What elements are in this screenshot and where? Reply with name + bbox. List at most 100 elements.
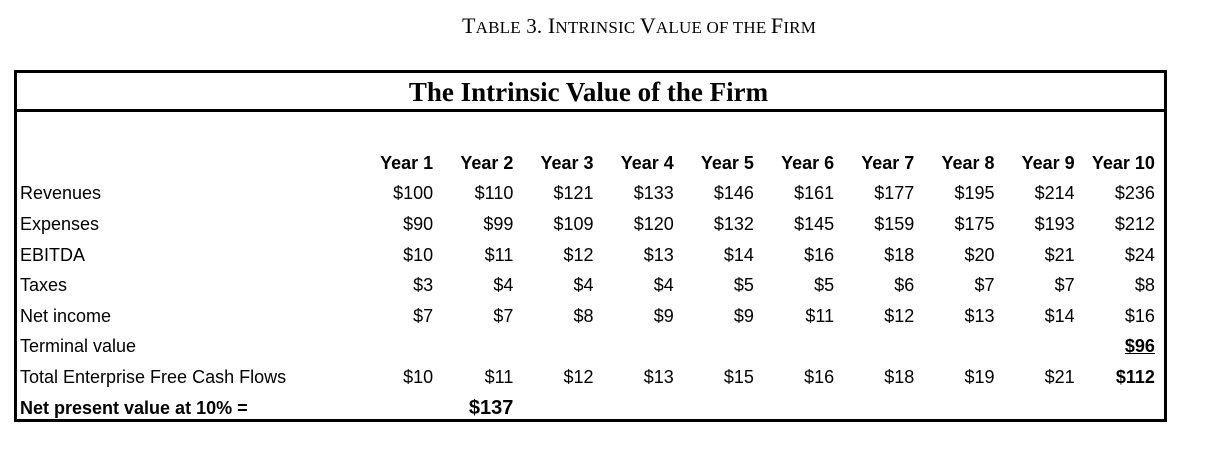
table-row: Taxes $3 $4 $4 $4 $5 $5 $6 $7 $7 $8 (17, 270, 1155, 301)
cell-value: $100 (393, 183, 434, 204)
cell-value: $195 (954, 183, 995, 204)
cell-value: $110 (474, 183, 514, 204)
row-label: Total Enterprise Free Cash Flows (20, 366, 287, 387)
table-row: Revenues $100 $110 $121 $133 $146 $161 $177 $195… (17, 179, 1155, 210)
table-row: Total Enterprise Free Cash Flows $10 $11 $1… (17, 362, 1155, 393)
cell-value: $15 (723, 366, 754, 387)
cell-value: $19 (964, 366, 995, 387)
cell-value: $109 (553, 213, 594, 234)
cell-value: $14 (1044, 305, 1075, 326)
year-header: Year 2 (460, 152, 514, 173)
cell-value: $4 (653, 275, 674, 296)
cell-value: $11 (805, 305, 835, 326)
cell-value: $11 (484, 366, 514, 387)
cell-value: $177 (874, 183, 915, 204)
cell-value: $16 (1124, 305, 1155, 326)
row-label: Revenues (20, 183, 102, 204)
npv-row: Net present value at 10% = $137 (17, 393, 1155, 424)
cell-value: $14 (723, 244, 754, 265)
valuation-table-frame: The Intrinsic Value of the Firm Year 1 Y… (14, 70, 1167, 422)
table-title: The Intrinsic Value of the Firm (17, 73, 1164, 112)
cell-value (353, 332, 433, 363)
year-header: Year 1 (380, 152, 434, 173)
cell-value: $145 (794, 213, 835, 234)
cell-value: $99 (483, 213, 514, 234)
year-header: Year 4 (620, 152, 674, 173)
row-label: Expenses (20, 213, 100, 234)
cell-value: $159 (874, 213, 915, 234)
year-header: Year 5 (700, 152, 754, 173)
valuation-table: Year 1 Year 2 Year 3 Year 4 Year 5 Year … (17, 148, 1155, 423)
cell-value (433, 332, 513, 363)
cell-value: $236 (1114, 183, 1155, 204)
year-header: Year 9 (1021, 152, 1075, 173)
cell-value: $146 (713, 183, 754, 204)
cell-value: $161 (794, 183, 835, 204)
npv-value: $137 (468, 396, 514, 419)
header-blank (17, 148, 353, 179)
cell-value: $214 (1034, 183, 1075, 204)
cell-value: $8 (573, 305, 594, 326)
cell-value: $7 (413, 305, 434, 326)
table-caption: TABLE 3. INTRINSIC VALUE OF THE FIRM (461, 13, 817, 38)
cell-value: $7 (1054, 275, 1075, 296)
cell-value: $13 (643, 244, 674, 265)
cell-value: $9 (653, 305, 674, 326)
cell-value: $90 (403, 213, 434, 234)
cell-value: $212 (1114, 213, 1155, 234)
cell-value: $10 (403, 366, 434, 387)
cell-value: $16 (804, 366, 835, 387)
year-header: Year 3 (540, 152, 594, 173)
cell-value (914, 332, 994, 363)
cell-value: $5 (733, 275, 754, 296)
cell-value: $7 (493, 305, 514, 326)
cell-value (754, 332, 834, 363)
cell-value (674, 332, 754, 363)
cell-value: $21 (1044, 366, 1075, 387)
cell-value: $96 (1124, 336, 1155, 357)
cell-value: $5 (814, 275, 835, 296)
row-label: Taxes (20, 275, 68, 296)
year-header: Year 6 (781, 152, 835, 173)
cell-value (834, 332, 914, 363)
cell-value: $132 (713, 213, 754, 234)
table-row: Terminal value $96 (17, 332, 1155, 363)
npv-label: Net present value at 10% = (20, 397, 248, 418)
npv-blank (353, 393, 433, 424)
table-row: Expenses $90 $99 $109 $120 $132 $145 $159 $175 $1… (17, 209, 1155, 240)
cell-value: $175 (954, 213, 995, 234)
cell-value: $4 (573, 275, 594, 296)
year-header: Year 10 (1091, 152, 1155, 173)
cell-value: $24 (1124, 244, 1155, 265)
cell-value: $7 (974, 275, 995, 296)
cell-value: $16 (804, 244, 835, 265)
row-label: Net income (20, 305, 112, 326)
cell-value (513, 332, 593, 363)
cell-value: $3 (413, 275, 434, 296)
row-label: Terminal value (20, 336, 137, 357)
cell-value: $18 (884, 366, 915, 387)
cell-value: $12 (563, 244, 594, 265)
row-label: EBITDA (20, 244, 86, 265)
cell-value: $13 (964, 305, 995, 326)
cell-value: $120 (633, 213, 674, 234)
cell-value: $21 (1044, 244, 1075, 265)
cell-value (995, 332, 1075, 363)
cell-value: $18 (884, 244, 915, 265)
cell-value: $6 (894, 275, 915, 296)
cell-value: $13 (643, 366, 674, 387)
year-header: Year 8 (941, 152, 995, 173)
cell-value: $20 (964, 244, 995, 265)
year-header: Year 7 (861, 152, 915, 173)
cell-value: $8 (1134, 275, 1155, 296)
cell-value: $133 (633, 183, 674, 204)
cell-value: $112 (1115, 366, 1155, 387)
cell-value: $10 (403, 244, 434, 265)
table-row: EBITDA $10 $11 $12 $13 $14 $16 $18 $20 $21 $24 (17, 240, 1155, 271)
cell-value: $12 (563, 366, 594, 387)
year-header-row: Year 1 Year 2 Year 3 Year 4 Year 5 Year … (17, 148, 1155, 179)
cell-value (594, 332, 674, 363)
cell-value: $9 (733, 305, 754, 326)
cell-value: $12 (884, 305, 915, 326)
cell-value: $11 (484, 244, 514, 265)
